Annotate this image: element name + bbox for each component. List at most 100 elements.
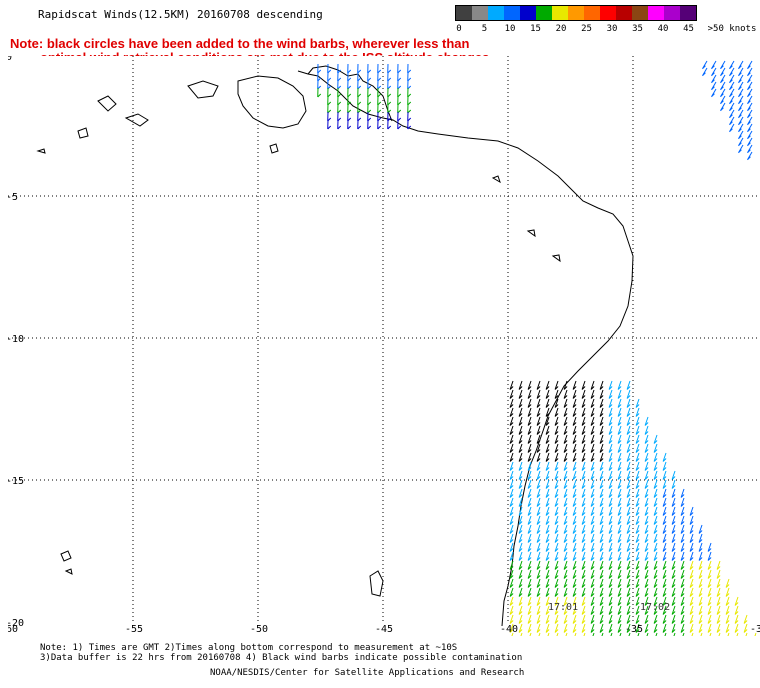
wind-barb bbox=[626, 416, 631, 426]
wind-barb bbox=[554, 587, 559, 597]
wind-barb bbox=[527, 389, 532, 399]
wind-barb bbox=[671, 605, 676, 615]
wind-barb bbox=[583, 632, 586, 636]
wind-barb bbox=[599, 389, 604, 399]
wind-barb bbox=[590, 596, 595, 606]
wind-barb bbox=[635, 416, 640, 426]
wind-barb bbox=[720, 74, 726, 84]
wind-barb bbox=[590, 560, 595, 570]
wind-barb bbox=[698, 605, 703, 615]
wind-barb bbox=[599, 452, 604, 462]
wind-barb bbox=[509, 524, 514, 534]
wind-barb bbox=[626, 596, 631, 606]
wind-barb bbox=[590, 587, 595, 597]
wind-barb bbox=[644, 560, 649, 570]
wind-barb bbox=[527, 497, 532, 507]
wind-barb bbox=[662, 560, 667, 570]
wind-barb bbox=[608, 443, 613, 453]
wind-barb bbox=[527, 380, 532, 390]
wind-barb bbox=[563, 587, 568, 597]
wind-barb bbox=[599, 614, 604, 624]
wind-barb bbox=[644, 425, 649, 435]
wind-barb bbox=[754, 632, 757, 636]
wind-barb bbox=[317, 87, 322, 98]
wind-barb bbox=[572, 398, 577, 408]
wind-barb bbox=[554, 506, 559, 516]
wind-barb bbox=[644, 443, 649, 453]
wind-barb bbox=[509, 623, 514, 633]
wind-barb bbox=[347, 119, 352, 130]
wind-barb bbox=[653, 578, 658, 588]
wind-barb bbox=[617, 389, 622, 399]
wind-barb bbox=[644, 605, 649, 615]
wind-barb bbox=[608, 497, 613, 507]
wind-barb bbox=[671, 479, 676, 489]
wind-barb bbox=[698, 587, 703, 597]
wind-barb bbox=[572, 434, 577, 444]
wind-barb bbox=[527, 470, 532, 480]
wind-barb bbox=[635, 425, 640, 435]
wind-barb bbox=[527, 398, 532, 408]
wind-barb bbox=[644, 470, 649, 480]
wind-barb bbox=[599, 506, 604, 516]
wind-barb bbox=[509, 488, 514, 498]
wind-barb bbox=[554, 560, 559, 570]
wind-barb bbox=[716, 560, 721, 570]
axis-tick-labels: 0 -5 -10 -15 -20-60 -55 -50 -45 -40 -35 -30 bbox=[8, 56, 760, 635]
wind-barb bbox=[563, 614, 568, 624]
wind-barb bbox=[554, 407, 559, 417]
wind-barb bbox=[716, 596, 721, 606]
legend-swatch bbox=[520, 6, 536, 20]
wind-barb bbox=[509, 533, 514, 543]
legend-swatch bbox=[504, 6, 520, 20]
wind-barb bbox=[698, 533, 703, 543]
wind-barb bbox=[626, 614, 631, 624]
wind-barb bbox=[563, 569, 568, 579]
wind-barb bbox=[529, 632, 532, 636]
wind-barb bbox=[689, 578, 694, 588]
wind-barb bbox=[711, 67, 717, 77]
wind-barb bbox=[626, 425, 631, 435]
wind-barb bbox=[554, 614, 559, 624]
wind-barb bbox=[590, 524, 595, 534]
wind-barb bbox=[626, 587, 631, 597]
wind-barb bbox=[518, 515, 523, 525]
legend-colorbar bbox=[455, 5, 697, 21]
wind-barb bbox=[599, 587, 604, 597]
wind-barb bbox=[617, 623, 622, 633]
wind-barb bbox=[554, 425, 559, 435]
wind-barb bbox=[680, 560, 685, 570]
wind-barb bbox=[644, 542, 649, 552]
wind-barb bbox=[617, 614, 622, 624]
wind-barb bbox=[738, 144, 744, 154]
lat-tick-label: -15 bbox=[8, 476, 24, 487]
wind-barb bbox=[581, 569, 586, 579]
wind-barb bbox=[617, 524, 622, 534]
wind-barb bbox=[518, 380, 523, 390]
wind-barb bbox=[509, 443, 514, 453]
wind-barb bbox=[653, 551, 658, 561]
wind-barb bbox=[590, 578, 595, 588]
legend-swatch bbox=[616, 6, 632, 20]
wind-barb bbox=[536, 380, 541, 390]
wind-barb bbox=[736, 632, 739, 636]
note-line-1: Note: black circles have been added to t… bbox=[10, 36, 470, 51]
wind-barb bbox=[617, 515, 622, 525]
wind-barb bbox=[599, 488, 604, 498]
wind-barb bbox=[662, 452, 667, 462]
wind-barb bbox=[635, 551, 640, 561]
wind-barb bbox=[711, 60, 717, 70]
legend-label: 40 bbox=[657, 24, 669, 34]
legend-swatch bbox=[680, 6, 696, 20]
wind-barb bbox=[545, 542, 550, 552]
wind-barb bbox=[599, 533, 604, 543]
wind-barb bbox=[581, 416, 586, 426]
wind-barb bbox=[644, 452, 649, 462]
wind-barb bbox=[599, 515, 604, 525]
wind-barb bbox=[581, 596, 586, 606]
wind-barb bbox=[635, 560, 640, 570]
wind-barb bbox=[581, 398, 586, 408]
wind-barb bbox=[671, 578, 676, 588]
wind-barb bbox=[707, 623, 712, 633]
wind-barb bbox=[572, 569, 577, 579]
